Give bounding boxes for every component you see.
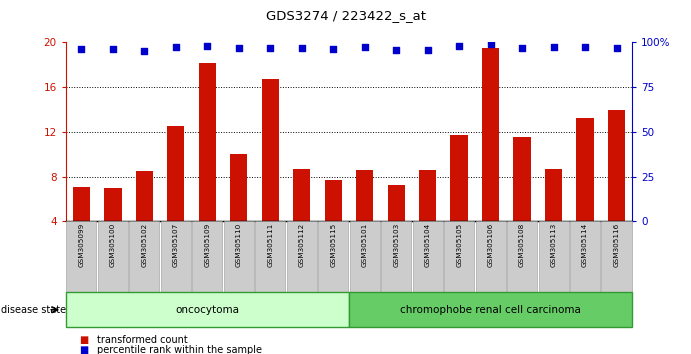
- Point: [422, 47, 433, 53]
- Bar: [230, 154, 247, 221]
- Text: GSM305107: GSM305107: [173, 223, 179, 267]
- Point: [170, 44, 181, 50]
- Point: [580, 44, 591, 50]
- Text: GSM305104: GSM305104: [425, 223, 430, 267]
- Text: GDS3274 / 223422_s_at: GDS3274 / 223422_s_at: [265, 9, 426, 22]
- Text: chromophobe renal cell carcinoma: chromophobe renal cell carcinoma: [400, 305, 581, 315]
- Bar: [419, 170, 436, 221]
- Point: [76, 46, 87, 52]
- Point: [453, 43, 464, 48]
- Point: [359, 44, 370, 50]
- Point: [107, 46, 118, 52]
- Text: GSM305103: GSM305103: [393, 223, 399, 267]
- Text: GSM305108: GSM305108: [519, 223, 525, 267]
- Text: GSM305113: GSM305113: [551, 223, 556, 267]
- Point: [390, 47, 401, 53]
- Text: GSM305115: GSM305115: [330, 223, 337, 267]
- Bar: [513, 137, 531, 221]
- Text: GSM305101: GSM305101: [361, 223, 368, 267]
- Text: GSM305110: GSM305110: [236, 223, 242, 267]
- Text: disease state: disease state: [1, 305, 66, 315]
- Bar: [388, 185, 405, 221]
- Text: GSM305102: GSM305102: [142, 223, 147, 267]
- Text: GSM305099: GSM305099: [78, 223, 84, 267]
- Point: [517, 45, 528, 51]
- Bar: [167, 126, 184, 221]
- Text: ■: ■: [79, 346, 88, 354]
- Text: ■: ■: [79, 335, 88, 345]
- Text: GSM305106: GSM305106: [488, 223, 493, 267]
- Bar: [325, 180, 342, 221]
- Bar: [104, 188, 122, 221]
- Bar: [293, 169, 310, 221]
- Bar: [545, 169, 562, 221]
- Point: [328, 46, 339, 52]
- Bar: [576, 119, 594, 221]
- Text: percentile rank within the sample: percentile rank within the sample: [97, 346, 262, 354]
- Text: GSM305112: GSM305112: [299, 223, 305, 267]
- Text: GSM305116: GSM305116: [614, 223, 620, 267]
- Bar: [262, 79, 279, 221]
- Text: GSM305105: GSM305105: [456, 223, 462, 267]
- Point: [202, 43, 213, 48]
- Point: [485, 41, 496, 46]
- Point: [234, 45, 245, 51]
- Bar: [451, 135, 468, 221]
- Point: [139, 48, 150, 54]
- Text: GSM305109: GSM305109: [205, 223, 210, 267]
- Text: GSM305114: GSM305114: [582, 223, 588, 267]
- Point: [265, 45, 276, 51]
- Bar: [356, 170, 373, 221]
- Bar: [135, 171, 153, 221]
- Bar: [198, 63, 216, 221]
- Point: [296, 45, 307, 51]
- Text: GSM305111: GSM305111: [267, 223, 273, 267]
- Text: transformed count: transformed count: [97, 335, 187, 345]
- Bar: [482, 48, 500, 221]
- Text: oncocytoma: oncocytoma: [176, 305, 239, 315]
- Text: GSM305100: GSM305100: [110, 223, 116, 267]
- Bar: [73, 187, 90, 221]
- Point: [611, 45, 622, 51]
- Point: [548, 44, 559, 50]
- Bar: [608, 109, 625, 221]
